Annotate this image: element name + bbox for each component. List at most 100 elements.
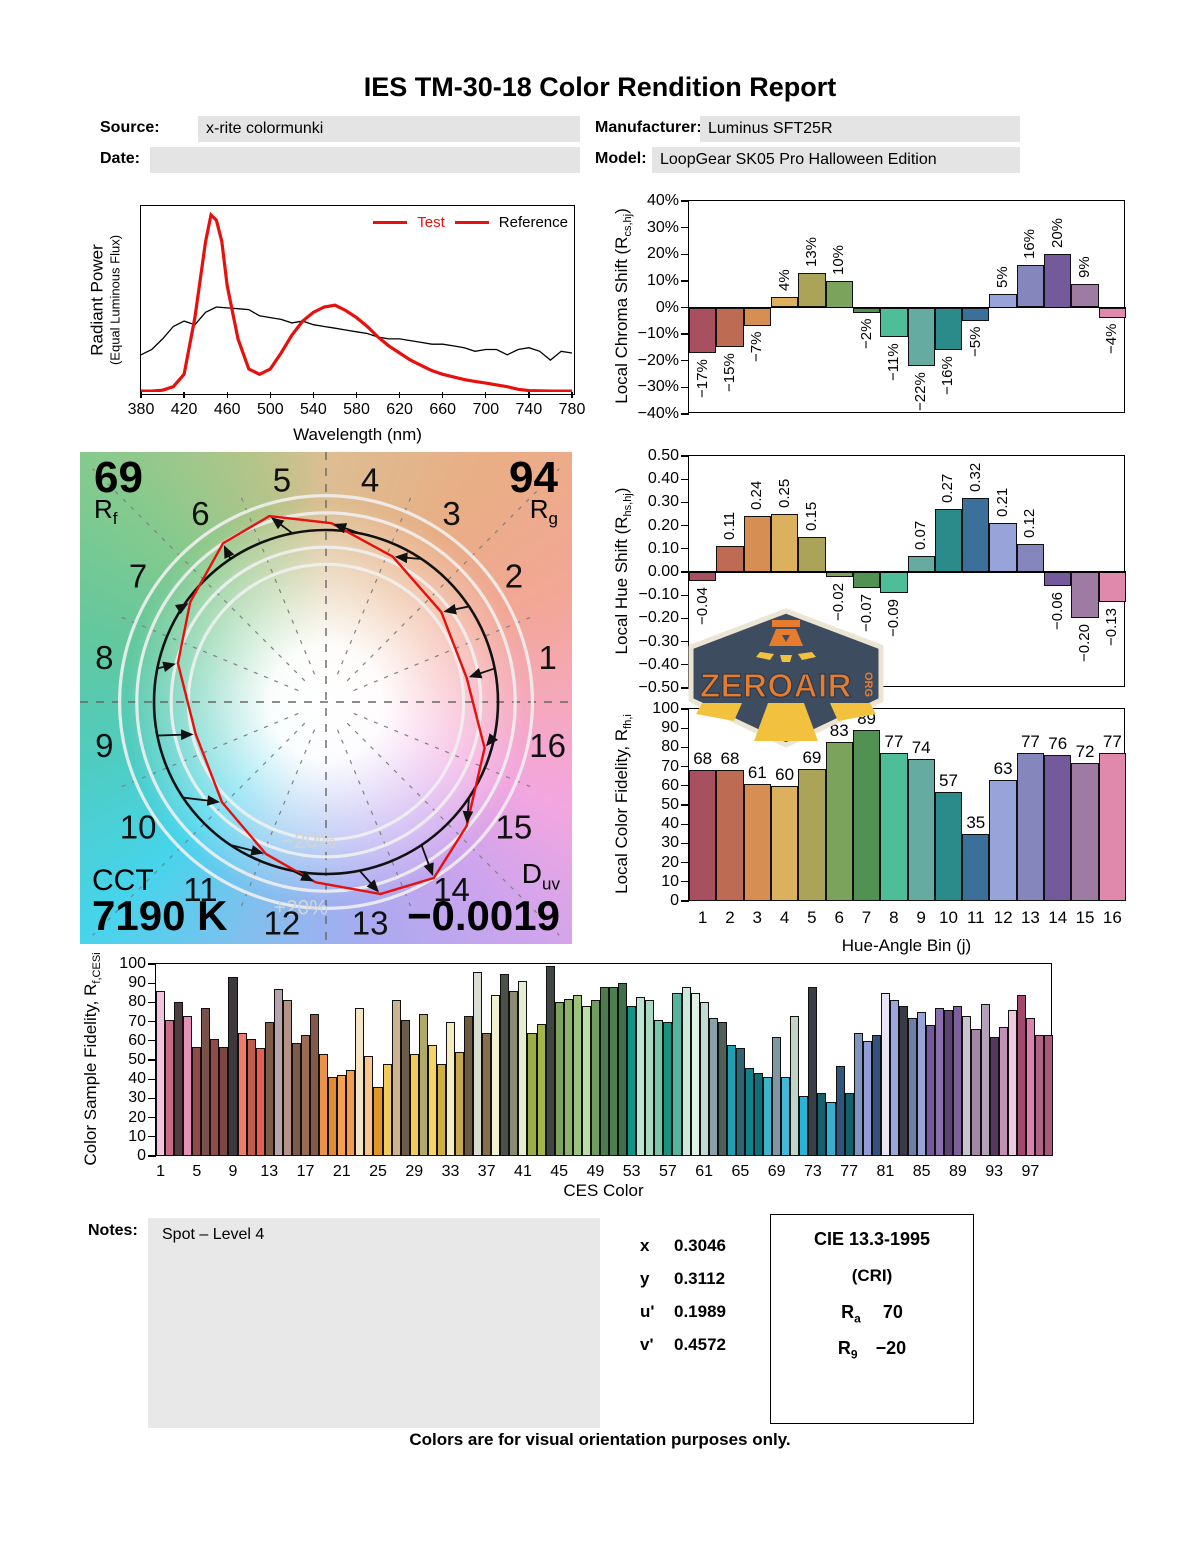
legend-label: Test bbox=[417, 214, 445, 231]
y-tick-label: −40% bbox=[637, 405, 679, 422]
cri-subtitle: (CRI) bbox=[851, 1266, 893, 1285]
hue-bin-number: 8 bbox=[95, 639, 113, 676]
logo-lantern-icon bbox=[772, 620, 800, 627]
cri-r9-row: R9 −20 bbox=[837, 1337, 907, 1362]
spd-plot-area: 380 420 460 500 540 580 620 660 700 740 780 Test Ref… bbox=[128, 205, 585, 418]
chroma-shift-chart: Local Chroma Shift (Rcs,hj) 40% 30% 20% 10%… bbox=[605, 190, 1165, 440]
bar-value-label: −0.13 bbox=[1103, 608, 1121, 647]
bar bbox=[491, 994, 501, 1156]
bar bbox=[934, 509, 963, 572]
logo-wordmark: ZEROAIR bbox=[700, 667, 852, 704]
x-tick-label: 660 bbox=[429, 401, 457, 418]
ces-fidelity-chart: Color Sample Fidelity, Rf,CESi 100 90 80 70… bbox=[60, 952, 1090, 1200]
bar bbox=[1016, 544, 1045, 572]
bar bbox=[219, 1046, 229, 1156]
bar bbox=[654, 1019, 664, 1156]
bar-value-label: 76 bbox=[1048, 734, 1068, 754]
bar bbox=[844, 1092, 854, 1156]
bar bbox=[473, 971, 483, 1156]
bar bbox=[382, 1063, 392, 1156]
y-tick-label: 70 bbox=[661, 757, 679, 775]
bar-value-label: 0.32 bbox=[966, 462, 984, 492]
bar bbox=[174, 1002, 184, 1156]
shift-arrow bbox=[292, 869, 314, 882]
x-tick-mark bbox=[528, 392, 530, 398]
reference-ring bbox=[169, 545, 483, 859]
y-tick-mark bbox=[681, 746, 689, 749]
bar bbox=[319, 1054, 329, 1156]
y-tick-label: 10 bbox=[661, 872, 679, 890]
bar-value-label: 63 bbox=[993, 759, 1013, 779]
y-tick-label: 0.20 bbox=[647, 516, 679, 534]
bar-value-label: 20% bbox=[1048, 218, 1066, 249]
reference-gamut-circle bbox=[152, 528, 500, 876]
bar bbox=[1025, 1017, 1035, 1156]
rf-value: 69 bbox=[94, 453, 143, 502]
bar bbox=[953, 1006, 963, 1156]
bar bbox=[781, 1077, 791, 1156]
bar bbox=[907, 307, 935, 367]
bar-value-label: −17% bbox=[693, 358, 711, 398]
x-tick-mark bbox=[355, 392, 358, 398]
bar bbox=[418, 1013, 428, 1156]
bar bbox=[445, 1021, 455, 1156]
x-tick-label: 17 bbox=[296, 1163, 315, 1180]
shift-arrow bbox=[443, 603, 470, 615]
hue-bin-number: 12 bbox=[264, 905, 301, 942]
bar bbox=[627, 1006, 637, 1156]
y-tick-label: −0.30 bbox=[638, 632, 679, 650]
x-tick-label: 41 bbox=[514, 1163, 532, 1180]
manufacturer-value: Luminus SFT25R bbox=[700, 116, 1020, 142]
y-tick-label: 20% bbox=[646, 245, 679, 263]
ring-label-minus20: −20% bbox=[282, 830, 336, 853]
x-tick-label: 65 bbox=[731, 1163, 750, 1180]
bar bbox=[1043, 1035, 1053, 1156]
bar bbox=[716, 546, 744, 572]
x-tick-label: 61 bbox=[695, 1163, 714, 1180]
bar-value-label: 0.24 bbox=[748, 481, 766, 511]
y-tick-label: 50 bbox=[661, 796, 679, 813]
y-tick-label: −30% bbox=[637, 378, 679, 396]
bar-value-label: −5% bbox=[966, 326, 984, 357]
ring-label-plus20: +20% bbox=[274, 896, 328, 919]
y-tick-mark bbox=[681, 823, 689, 825]
bar bbox=[264, 1021, 274, 1156]
bar-value-label: −7% bbox=[748, 331, 766, 363]
legend-line-swatch bbox=[373, 221, 408, 224]
shift-arrow bbox=[271, 517, 293, 535]
bar bbox=[989, 1036, 999, 1156]
bar-value-label: −2% bbox=[857, 318, 875, 349]
x-tick-label: 5 bbox=[807, 908, 817, 927]
bar bbox=[962, 497, 990, 572]
bar-value-label: −16% bbox=[939, 356, 957, 396]
footer-disclaimer: Colors are for visual orientation purpos… bbox=[409, 1430, 791, 1449]
ces-xlabel: CES Color bbox=[563, 1181, 644, 1200]
bar bbox=[689, 572, 717, 582]
bar bbox=[699, 1002, 709, 1156]
chromaticity-block: x 0.3046 y 0.3112 u' 0.1989 v' 0.4572 bbox=[640, 1236, 726, 1355]
source-value: x-rite colormunki bbox=[198, 116, 580, 142]
bar bbox=[689, 770, 717, 901]
hue-bin-number: 4 bbox=[361, 461, 379, 498]
bar-value-label: −0.09 bbox=[884, 598, 902, 637]
y-tick-mark bbox=[681, 687, 689, 689]
y-tick-mark bbox=[681, 842, 689, 845]
x-tick-mark bbox=[571, 392, 573, 398]
y-tick-mark bbox=[148, 1078, 156, 1080]
bar bbox=[826, 1102, 836, 1156]
hue-bin-number: 5 bbox=[273, 461, 291, 498]
y-tick-label: 30% bbox=[646, 218, 679, 236]
cri-title: CIE 13.3-1995 bbox=[813, 1229, 931, 1249]
bar bbox=[690, 992, 700, 1156]
y-tick-label: 0 bbox=[137, 1147, 146, 1164]
y-tick-label: 30 bbox=[661, 834, 679, 852]
y-tick-mark bbox=[148, 1059, 156, 1061]
test-gamut-polygon bbox=[176, 514, 486, 896]
bar bbox=[1016, 994, 1026, 1156]
bar bbox=[962, 833, 990, 901]
bar-value-label: 60 bbox=[775, 764, 795, 784]
y-tick-label: 80 bbox=[128, 993, 146, 1011]
bar bbox=[754, 1073, 764, 1156]
y-tick-mark bbox=[681, 280, 689, 282]
x-tick-mark bbox=[140, 392, 142, 398]
